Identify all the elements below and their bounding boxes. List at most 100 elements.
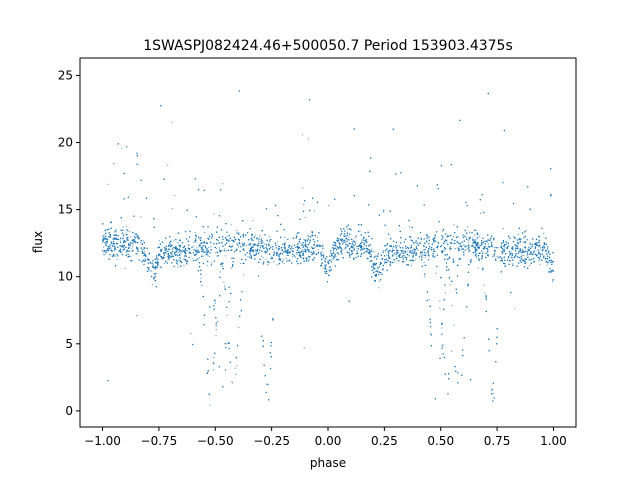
data-point (316, 236, 319, 238)
data-point (131, 248, 133, 250)
data-point (529, 244, 532, 246)
data-point (252, 239, 254, 242)
data-point (523, 237, 525, 239)
data-point (212, 361, 214, 363)
data-point (504, 247, 506, 249)
data-point (423, 261, 425, 263)
data-point (366, 238, 368, 240)
data-point (174, 194, 176, 196)
data-point (302, 187, 304, 189)
data-point (395, 260, 397, 262)
data-point (267, 384, 269, 386)
data-point (415, 259, 417, 261)
data-point (196, 247, 198, 249)
data-point (397, 250, 399, 252)
data-point (251, 235, 253, 237)
data-point (495, 247, 497, 249)
data-point (262, 256, 264, 258)
data-point (202, 255, 204, 257)
data-point (317, 251, 319, 253)
data-point (473, 246, 475, 248)
data-point (136, 252, 138, 254)
data-point (467, 239, 470, 241)
data-point (144, 251, 146, 253)
data-point (106, 242, 108, 244)
data-point (378, 287, 380, 289)
data-point (141, 243, 143, 245)
data-point (332, 251, 334, 253)
data-point (161, 248, 163, 250)
data-point (523, 254, 525, 257)
data-point (310, 254, 313, 256)
data-point (481, 249, 483, 251)
data-point (261, 255, 263, 257)
data-point (444, 233, 447, 235)
data-point (301, 245, 303, 247)
data-point (408, 226, 411, 228)
data-point (425, 252, 427, 254)
data-point (382, 211, 384, 213)
data-point (132, 244, 134, 246)
data-point (194, 231, 196, 233)
data-point (210, 262, 213, 264)
data-point (393, 261, 395, 263)
data-point (113, 250, 115, 252)
data-point (236, 229, 238, 231)
data-point (214, 252, 216, 254)
data-point (237, 244, 239, 247)
data-point (294, 256, 297, 258)
data-point (167, 255, 169, 257)
data-point (334, 264, 336, 266)
data-point (259, 234, 261, 236)
data-point (224, 248, 226, 250)
data-point (259, 239, 261, 241)
data-point (268, 248, 270, 250)
data-point (120, 252, 122, 254)
data-point (301, 134, 303, 136)
data-point (528, 247, 530, 249)
data-point (328, 205, 330, 207)
data-point (420, 237, 422, 239)
data-point (209, 404, 211, 406)
data-point (165, 250, 167, 252)
data-point (241, 242, 244, 244)
data-point (354, 242, 357, 244)
data-point (371, 248, 373, 250)
data-point (217, 320, 219, 322)
data-point (446, 239, 448, 241)
data-point (439, 300, 441, 302)
data-point (261, 241, 263, 243)
data-point (335, 256, 337, 258)
data-point (171, 121, 173, 123)
data-point (221, 265, 224, 268)
data-point (110, 247, 112, 249)
data-point (255, 252, 258, 254)
data-point (109, 244, 111, 246)
data-point (344, 248, 346, 250)
data-point (521, 255, 523, 257)
data-point (295, 252, 298, 254)
data-point (325, 269, 327, 271)
data-point (252, 246, 255, 248)
data-point (526, 254, 528, 256)
data-point (127, 230, 129, 232)
data-point (298, 238, 300, 240)
data-point (243, 247, 245, 250)
data-point (247, 255, 249, 257)
data-point (320, 252, 322, 254)
data-point (107, 183, 109, 185)
data-point (283, 263, 285, 265)
data-point (472, 237, 474, 239)
data-point (106, 237, 108, 239)
data-point (201, 285, 203, 287)
data-point (524, 250, 527, 252)
data-point (451, 350, 453, 352)
data-point (414, 253, 417, 255)
data-point (410, 259, 412, 261)
data-point (441, 327, 443, 329)
data-point (429, 248, 431, 250)
data-point (342, 235, 344, 237)
data-point (386, 254, 388, 256)
data-point (302, 249, 304, 251)
